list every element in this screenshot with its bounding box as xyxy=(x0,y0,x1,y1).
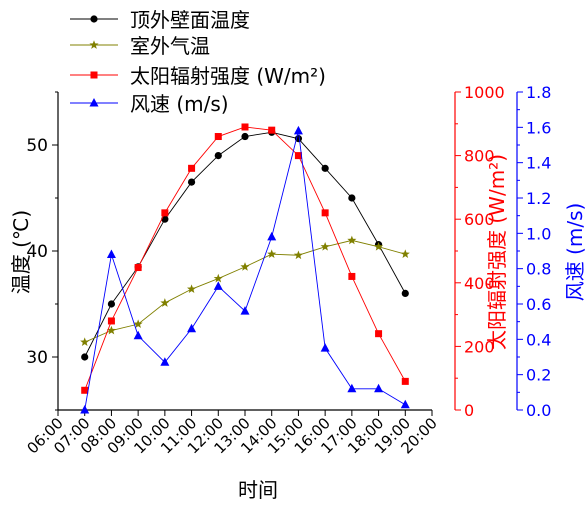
data-point-2 xyxy=(214,133,222,141)
y-red-tick-label: 0 xyxy=(464,401,474,420)
legend-label-0: 顶外壁面温度 xyxy=(130,8,250,32)
y-blue-tick-label: 1.4 xyxy=(526,154,551,173)
legend-marker-0 xyxy=(90,15,98,23)
data-point-2 xyxy=(188,164,196,172)
data-point-2 xyxy=(134,264,142,272)
data-point-0 xyxy=(214,152,222,160)
data-point-2 xyxy=(268,126,276,134)
data-point-3 xyxy=(347,383,357,393)
data-point-2 xyxy=(401,377,409,385)
data-point-3 xyxy=(213,281,223,290)
data-point-3 xyxy=(374,383,384,393)
data-point-0 xyxy=(401,289,409,297)
data-point-2 xyxy=(348,272,356,280)
x-axis-label: 时间 xyxy=(238,478,278,502)
data-point-0 xyxy=(348,194,356,202)
y-blue-tick-label: 1.8 xyxy=(526,83,551,102)
y-blue-tick-label: 0.6 xyxy=(526,295,551,314)
legend-marker-2 xyxy=(90,71,98,79)
y-blue-tick-label: 0.0 xyxy=(526,401,551,420)
data-point-1 xyxy=(267,249,277,259)
data-point-1 xyxy=(106,325,116,335)
y-red-tick-label: 1000 xyxy=(464,83,505,102)
data-point-0 xyxy=(81,353,89,361)
y-blue-tick-label: 1.2 xyxy=(526,189,551,208)
data-point-0 xyxy=(321,164,329,172)
data-point-2 xyxy=(161,209,169,217)
y-blue-tick-label: 1.6 xyxy=(526,118,551,137)
data-point-3 xyxy=(187,323,197,333)
data-point-2 xyxy=(241,123,249,131)
series-line-2 xyxy=(84,126,406,391)
series-line-0 xyxy=(84,131,406,358)
data-point-1 xyxy=(160,298,170,307)
y-blue-tick-label: 0.8 xyxy=(526,260,551,279)
data-point-2 xyxy=(321,209,329,217)
series-layer xyxy=(80,123,410,414)
series-line-3 xyxy=(84,130,406,411)
data-point-2 xyxy=(107,317,115,325)
data-point-1 xyxy=(293,250,303,260)
data-point-3 xyxy=(240,306,250,315)
legend-marker-3 xyxy=(89,98,99,107)
y-red-tick-label: 200 xyxy=(464,337,495,356)
y-red-tick-label: 400 xyxy=(464,274,495,293)
data-point-3 xyxy=(320,343,330,352)
data-point-3 xyxy=(400,399,410,409)
data-point-3 xyxy=(267,231,277,241)
series-line-1 xyxy=(84,239,406,343)
data-point-3 xyxy=(80,405,90,414)
data-point-2 xyxy=(375,330,383,338)
y-left-tick-label: 50 xyxy=(26,136,48,156)
data-point-1 xyxy=(400,249,410,259)
y-blue-tick-label: 1.0 xyxy=(526,224,551,243)
data-point-1 xyxy=(133,319,143,329)
data-point-1 xyxy=(374,241,384,251)
y-axis-label-left: 温度 (℃) xyxy=(9,210,33,294)
data-point-1 xyxy=(347,235,357,245)
legend-label-1: 室外气温 xyxy=(130,34,210,58)
data-point-2 xyxy=(294,152,302,160)
y-left-tick-label: 30 xyxy=(26,348,48,368)
data-point-1 xyxy=(187,284,197,294)
data-point-1 xyxy=(80,337,90,347)
data-point-0 xyxy=(241,132,249,141)
data-point-3 xyxy=(133,330,143,340)
data-point-1 xyxy=(240,262,250,271)
data-point-1 xyxy=(320,241,330,251)
data-point-3 xyxy=(293,125,303,135)
legend-marker-1 xyxy=(89,40,99,49)
y-red-tick-label: 600 xyxy=(464,210,495,229)
legend-label-3: 风速 (m/s) xyxy=(130,92,229,116)
data-point-0 xyxy=(187,178,196,186)
legend-label-2: 太阳辐射强度 (W/m²) xyxy=(130,64,326,88)
data-point-3 xyxy=(160,357,170,366)
y-axis-label-right-blue: 风速 (m/s) xyxy=(563,203,587,302)
axes-layer: 06:0007:0008:0009:0010:0011:0012:0013:00… xyxy=(24,83,552,457)
y-blue-tick-label: 0.2 xyxy=(526,366,551,385)
data-point-3 xyxy=(106,249,116,259)
data-point-2 xyxy=(81,386,89,394)
y-red-tick-label: 800 xyxy=(464,147,495,166)
data-point-0 xyxy=(107,300,116,308)
data-point-1 xyxy=(213,273,223,283)
y-blue-tick-label: 0.4 xyxy=(526,330,551,349)
y-axis-label-right-red: 太阳辐射强度 (W/m²) xyxy=(485,154,509,350)
data-point-0 xyxy=(161,215,169,223)
y-left-tick-label: 40 xyxy=(26,242,48,262)
